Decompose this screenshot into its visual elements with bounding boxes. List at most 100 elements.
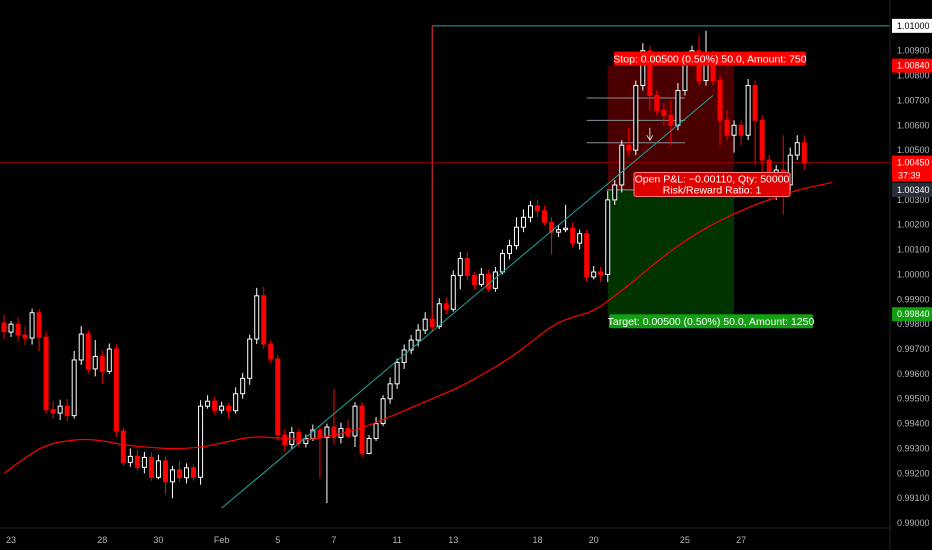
candle-body — [577, 233, 583, 244]
candle — [352, 402, 358, 447]
candle-body — [408, 339, 414, 351]
candle — [801, 135, 807, 171]
trendline-layer[interactable] — [221, 95, 714, 509]
stop-label[interactable]: Stop: 0.00500 (0.50%) 50.0, Amount: 750 — [613, 51, 807, 66]
trendline[interactable] — [221, 95, 714, 509]
candle — [184, 463, 190, 484]
candle — [464, 252, 470, 280]
candle — [155, 454, 161, 480]
candle — [549, 217, 555, 255]
candle-body — [331, 426, 337, 439]
candle — [22, 326, 28, 346]
candle — [275, 354, 281, 441]
pnl-info-box[interactable]: Open P&L: −0.00110, Qty: 50000Risk/Rewar… — [633, 172, 791, 198]
candle-body — [57, 405, 63, 414]
countdown-badge: 37:39 — [892, 169, 932, 182]
candle-body — [29, 312, 35, 339]
time-axis[interactable]: 23 28 30 Feb 5 7 11 13 18 20 25 27 — [6, 535, 746, 545]
candle — [640, 43, 646, 91]
candle — [261, 286, 267, 350]
candle-body — [184, 467, 190, 479]
candle — [738, 120, 744, 146]
time-tick-label: 30 — [153, 535, 163, 545]
candle — [591, 265, 597, 280]
candle-body — [520, 216, 526, 228]
price-tick-label: 1.00800 — [897, 71, 930, 81]
price-badge[interactable]: 1.00450 — [892, 155, 932, 170]
candle — [745, 79, 751, 141]
candle-body — [85, 333, 91, 370]
candle-body — [324, 426, 330, 439]
candle-body — [78, 333, 84, 361]
price-axis[interactable]: 1.01000 1.00900 1.00800 1.00700 1.00600 1.005… — [892, 18, 932, 528]
candle-body — [64, 405, 70, 417]
price-badge-bg — [892, 18, 932, 33]
candle-body — [169, 469, 175, 483]
candle — [99, 350, 105, 384]
candle-body — [366, 438, 372, 454]
candle-body — [759, 119, 765, 161]
candle-body — [570, 227, 576, 244]
candle-body — [254, 295, 260, 340]
candle-body — [1, 322, 7, 333]
candle — [43, 331, 49, 414]
candle-body — [240, 377, 246, 395]
take-profit-zone — [607, 189, 735, 315]
candle — [85, 330, 91, 374]
candle — [92, 340, 98, 377]
candle — [794, 135, 800, 161]
candle-body — [226, 405, 232, 412]
price-badge[interactable]: 0.99840 — [892, 307, 932, 322]
candle-body — [457, 258, 463, 276]
candle — [29, 308, 35, 345]
candle-body — [198, 405, 204, 478]
time-tick-label: 11 — [392, 535, 401, 545]
candle-body — [394, 361, 400, 385]
candle — [148, 452, 154, 481]
candle — [387, 377, 393, 404]
candle — [661, 102, 667, 126]
price-tick-label: 1.00100 — [897, 245, 930, 255]
candle-body — [506, 245, 512, 255]
candle-body — [268, 343, 274, 360]
candle — [198, 400, 204, 485]
candle — [605, 190, 611, 282]
price-badge-text: 1.00340 — [897, 185, 930, 195]
candle-body — [745, 85, 751, 136]
candle-body — [535, 205, 541, 212]
candle-body — [731, 124, 737, 136]
price-badge[interactable]: 1.01000 — [892, 18, 932, 33]
price-badge-text: 0.99840 — [897, 309, 930, 319]
candle-body — [605, 199, 611, 275]
target-label-bg — [609, 314, 813, 329]
candle — [71, 351, 77, 419]
candle-body — [317, 429, 323, 439]
candle — [191, 464, 197, 481]
price-badge[interactable]: 1.00340 — [892, 182, 932, 197]
candle — [64, 398, 70, 422]
candle-body — [738, 124, 744, 136]
candle — [394, 358, 400, 389]
candle — [626, 127, 632, 156]
price-tick-label: 1.00900 — [897, 46, 930, 56]
time-tick-label: 28 — [97, 535, 107, 545]
candle — [563, 204, 569, 233]
candle-body — [36, 312, 42, 338]
candle-body — [542, 210, 548, 223]
price-tick-label: 1.00200 — [897, 220, 930, 230]
price-tick-label: 0.99800 — [897, 319, 930, 329]
price-tick-label: 0.99000 — [897, 518, 930, 528]
price-badge-text: 1.00450 — [897, 158, 930, 168]
price-tick-label: 0.99600 — [897, 369, 930, 379]
candle-body — [478, 273, 484, 285]
candle — [113, 344, 119, 438]
candle-body — [162, 460, 168, 483]
candle — [513, 217, 519, 250]
price-tick-label: 0.99500 — [897, 394, 930, 404]
candle-body — [275, 358, 281, 436]
candle — [654, 90, 660, 116]
price-badge[interactable]: 1.00840 — [892, 58, 932, 73]
target-label[interactable]: Target: 0.00500 (0.50%) 50.0, Amount: 12… — [608, 314, 815, 329]
candle — [1, 314, 7, 340]
